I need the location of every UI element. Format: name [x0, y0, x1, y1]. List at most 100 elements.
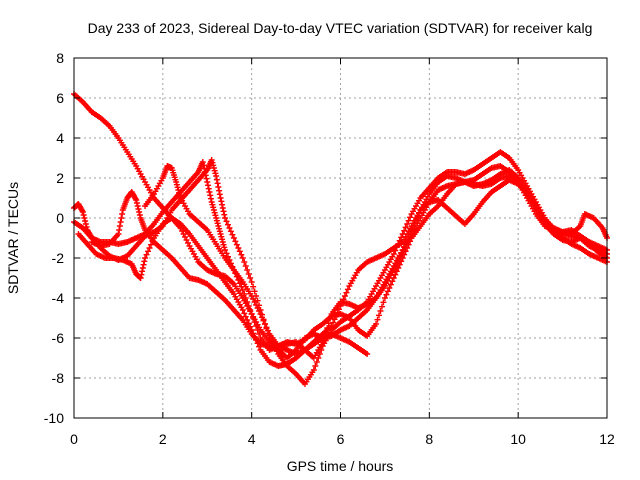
- data-point: [313, 359, 320, 365]
- data-point: [316, 351, 323, 357]
- data-point: [383, 291, 390, 298]
- data-point: [390, 251, 397, 257]
- data-point: [204, 182, 211, 189]
- data-point: [386, 285, 393, 291]
- data-point: [407, 214, 414, 221]
- data-point: [413, 217, 420, 223]
- data-point: [415, 210, 422, 217]
- data-markers: [71, 91, 610, 387]
- tick-marks: [73, 57, 608, 419]
- data-point: [117, 219, 124, 225]
- data-point: [204, 179, 211, 185]
- data-point: [375, 312, 382, 319]
- data-point: [242, 263, 249, 269]
- data-point: [393, 268, 400, 275]
- x-tick-label: 10: [510, 431, 526, 447]
- data-point: [373, 321, 380, 327]
- data-point: [340, 296, 347, 303]
- data-point: [207, 192, 214, 199]
- data-point: [380, 299, 387, 306]
- data-point: [392, 271, 399, 278]
- data-point: [411, 220, 418, 227]
- data-point: [341, 293, 348, 299]
- data-point: [241, 310, 248, 317]
- data-point: [233, 241, 240, 248]
- x-tick-label: 4: [248, 431, 256, 447]
- data-point: [79, 209, 86, 215]
- data-point: [139, 268, 146, 275]
- series-track-5: [88, 167, 610, 361]
- data-point: [337, 303, 344, 309]
- data-point: [264, 327, 271, 334]
- data-point: [343, 289, 350, 296]
- data-point: [390, 275, 397, 281]
- data-point: [259, 314, 266, 321]
- data-point: [139, 265, 146, 271]
- data-point: [235, 245, 242, 251]
- data-point: [315, 355, 322, 361]
- data-point: [82, 218, 89, 224]
- data-point: [248, 279, 255, 285]
- data-point: [239, 307, 246, 313]
- data-point: [402, 248, 409, 255]
- data-point: [213, 173, 220, 179]
- data-point: [223, 218, 230, 225]
- data-point: [404, 245, 411, 251]
- data-point: [116, 223, 123, 229]
- data-point: [251, 288, 258, 295]
- data-point: [217, 195, 224, 201]
- data-point: [239, 255, 246, 261]
- data-point: [239, 287, 246, 293]
- data-point: [410, 223, 417, 230]
- data-point: [232, 238, 239, 245]
- data-point: [224, 221, 231, 228]
- data-point: [133, 200, 140, 206]
- data-point: [216, 191, 223, 198]
- data-point: [401, 251, 408, 258]
- y-tick-label: -4: [52, 290, 65, 306]
- data-point: [80, 212, 87, 218]
- data-point: [374, 316, 381, 323]
- data-point: [221, 211, 228, 218]
- data-point: [143, 251, 150, 258]
- data-point: [214, 180, 221, 187]
- data-point: [330, 319, 337, 326]
- data-point: [137, 275, 144, 281]
- y-tick-label: 2: [56, 170, 64, 186]
- data-point: [82, 221, 89, 227]
- data-point: [230, 235, 237, 241]
- data-point: [205, 185, 212, 192]
- data-point: [378, 303, 385, 310]
- data-point: [138, 271, 145, 278]
- data-point: [145, 248, 152, 255]
- y-tick-label: 6: [56, 90, 64, 106]
- data-point: [203, 175, 210, 182]
- data-point: [405, 217, 412, 224]
- y-tick-label: -8: [52, 370, 65, 386]
- data-point: [219, 201, 226, 208]
- data-point: [381, 295, 388, 301]
- y-tick-label: 0: [56, 210, 64, 226]
- data-point: [136, 209, 143, 215]
- data-point: [414, 213, 421, 220]
- data-point: [336, 306, 343, 313]
- data-point: [136, 212, 143, 218]
- data-point: [261, 321, 268, 327]
- data-point: [242, 313, 249, 320]
- data-point: [238, 251, 245, 258]
- data-point: [133, 197, 140, 203]
- data-point: [206, 189, 213, 195]
- data-point: [377, 308, 384, 314]
- data-point: [135, 206, 142, 212]
- data-point: [222, 247, 229, 253]
- data-point: [81, 215, 88, 221]
- data-point: [404, 221, 411, 227]
- data-point: [407, 238, 414, 245]
- data-point: [219, 205, 226, 211]
- x-axis-label: GPS time / hours: [287, 458, 394, 474]
- data-point: [310, 367, 317, 373]
- x-tick-labels: 0 2 4 6 8 10 12: [70, 431, 615, 447]
- data-point: [213, 176, 220, 183]
- series-track-6: [142, 163, 610, 349]
- y-tick-labels: -10 -8 -6 -4 -2 0 2 4 6 8: [44, 50, 64, 426]
